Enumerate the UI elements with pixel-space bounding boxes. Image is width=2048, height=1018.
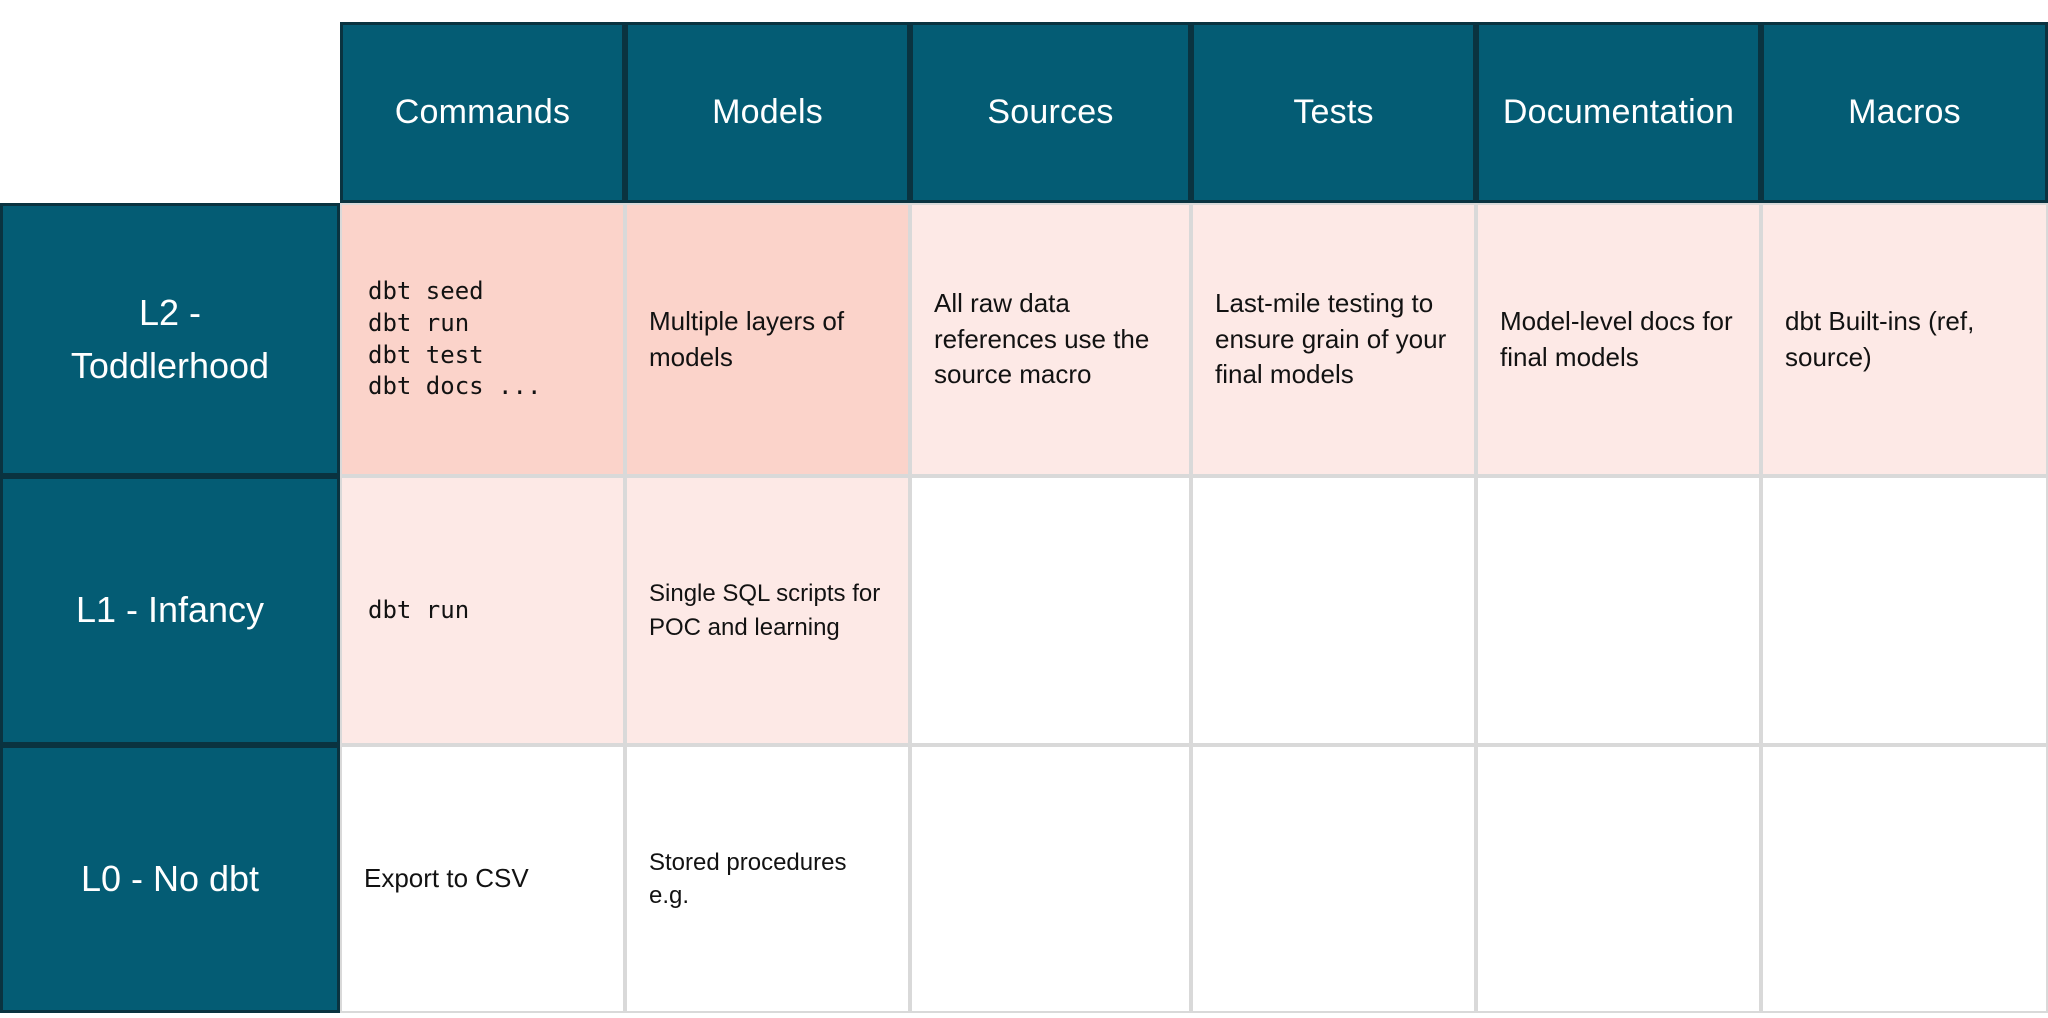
cell-l2-tests: Last-mile testing to ensure grain of you… <box>1191 203 1476 476</box>
cell-l0-commands: Export to CSV <box>340 745 625 1013</box>
cell-text: Single SQL scripts for POC and learning <box>649 580 881 641</box>
cell-l0-models: Stored procedures e.g. <box>625 745 910 1013</box>
column-header-tests: Tests <box>1191 22 1476 203</box>
maturity-table: Commands Models Sources Tests Documentat… <box>0 22 2048 1013</box>
command-line: dbt test <box>368 340 484 369</box>
cell-l0-sources <box>910 745 1191 1013</box>
column-header-macros: Macros <box>1761 22 2048 203</box>
row-label-text: L0 - No dbt <box>80 857 260 899</box>
command-line: dbt run <box>368 595 470 624</box>
cell-text: Last-mile testing to ensure grain of you… <box>1215 287 1447 390</box>
cell-text: All raw data references use the source m… <box>934 287 1150 390</box>
column-header-commands: Commands <box>340 22 625 203</box>
command-list: dbt seed dbt run dbt test dbt docs ... <box>368 276 541 403</box>
cell-text: Stored procedures e.g. <box>649 848 847 909</box>
column-header-documentation: Documentation <box>1476 22 1761 203</box>
row-label-l2-toddlerhood: L2 - Toddlerhood <box>0 203 340 476</box>
row-label-l0-no-dbt: L0 - No dbt <box>0 745 340 1013</box>
column-header-models: Models <box>625 22 910 203</box>
row-label-l1-infancy: L1 - Infancy <box>0 476 340 745</box>
column-header-label: Macros <box>1848 93 1961 131</box>
cell-l1-documentation <box>1476 476 1761 745</box>
cell-l2-commands: dbt seed dbt run dbt test dbt docs ... <box>340 203 625 476</box>
command-line: dbt docs ... <box>368 372 542 401</box>
cell-l2-sources: All raw data references use the source m… <box>910 203 1191 476</box>
cell-text: Multiple layers of models <box>649 305 845 372</box>
cell-l1-macros <box>1761 476 2048 745</box>
cell-l0-tests <box>1191 745 1476 1013</box>
cell-l2-models: Multiple layers of models <box>625 203 910 476</box>
column-header-sources: Sources <box>910 22 1191 203</box>
cell-l2-macros: dbt Built-ins (ref, source) <box>1761 203 2048 476</box>
cell-l1-tests <box>1191 476 1476 745</box>
cell-l2-documentation: Model-level docs for final models <box>1476 203 1761 476</box>
column-header-label: Documentation <box>1502 93 1735 131</box>
row-label-text: L2 - Toddlerhood <box>70 292 270 386</box>
corner-cell <box>0 22 340 203</box>
command-line: dbt seed <box>368 277 484 306</box>
cell-text: Export to CSV <box>364 863 529 894</box>
cell-text: Model-level docs for final models <box>1500 305 1733 372</box>
column-header-label: Tests <box>1293 93 1374 131</box>
column-header-label: Commands <box>394 93 571 131</box>
cell-l0-documentation <box>1476 745 1761 1013</box>
cell-l1-commands: dbt run <box>340 476 625 745</box>
cell-l1-models: Single SQL scripts for POC and learning <box>625 476 910 745</box>
column-header-label: Sources <box>987 93 1114 131</box>
row-label-text: L1 - Infancy <box>75 589 265 631</box>
command-line: dbt run <box>368 308 470 337</box>
cell-text: dbt Built-ins (ref, source) <box>1785 305 1975 372</box>
cell-l0-macros <box>1761 745 2048 1013</box>
column-header-label: Models <box>712 93 823 131</box>
cell-l1-sources <box>910 476 1191 745</box>
